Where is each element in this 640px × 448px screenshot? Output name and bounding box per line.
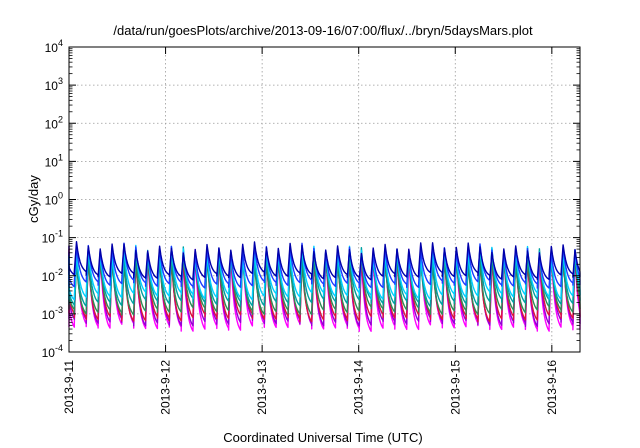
y-tick-label: 10-3: [42, 305, 63, 322]
y-tick-label: 100: [45, 191, 63, 208]
series-line: [68, 241, 581, 281]
y-axis: 10-4 10-3 10-2 10-1 100 101 102 103 104: [42, 38, 580, 360]
x-axis: 2013-9-11 2013-9-12 2013-9-13 2013-9-14 2013…: [62, 47, 559, 415]
x-axis-label: Coordinated Universal Time (UTC): [223, 430, 422, 445]
y-tick-label: 104: [45, 38, 63, 55]
x-tick-label: 2013-9-16: [545, 360, 559, 415]
series-group: [68, 241, 581, 332]
y-axis-label: cGy/day: [26, 175, 41, 223]
x-tick-label: 2013-9-14: [352, 360, 366, 415]
chart-title: /data/run/goesPlots/archive/2013-09-16/0…: [113, 23, 533, 38]
x-tick-label: 2013-9-12: [159, 360, 173, 415]
x-tick-label: 2013-9-15: [448, 360, 462, 415]
x-tick-label: 2013-9-11: [62, 360, 76, 414]
y-tick-label: 10-2: [42, 267, 63, 284]
series-line: [68, 242, 581, 289]
series-line: [68, 244, 581, 301]
series-line: [68, 250, 581, 316]
y-tick-label: 10-1: [42, 229, 63, 246]
y-tick-label: 101: [45, 152, 63, 169]
x-tick-label: 2013-9-13: [255, 360, 269, 415]
y-tick-label: 102: [45, 114, 63, 131]
y-tick-label: 103: [45, 76, 63, 93]
y-tick-label: 10-4: [42, 343, 63, 360]
